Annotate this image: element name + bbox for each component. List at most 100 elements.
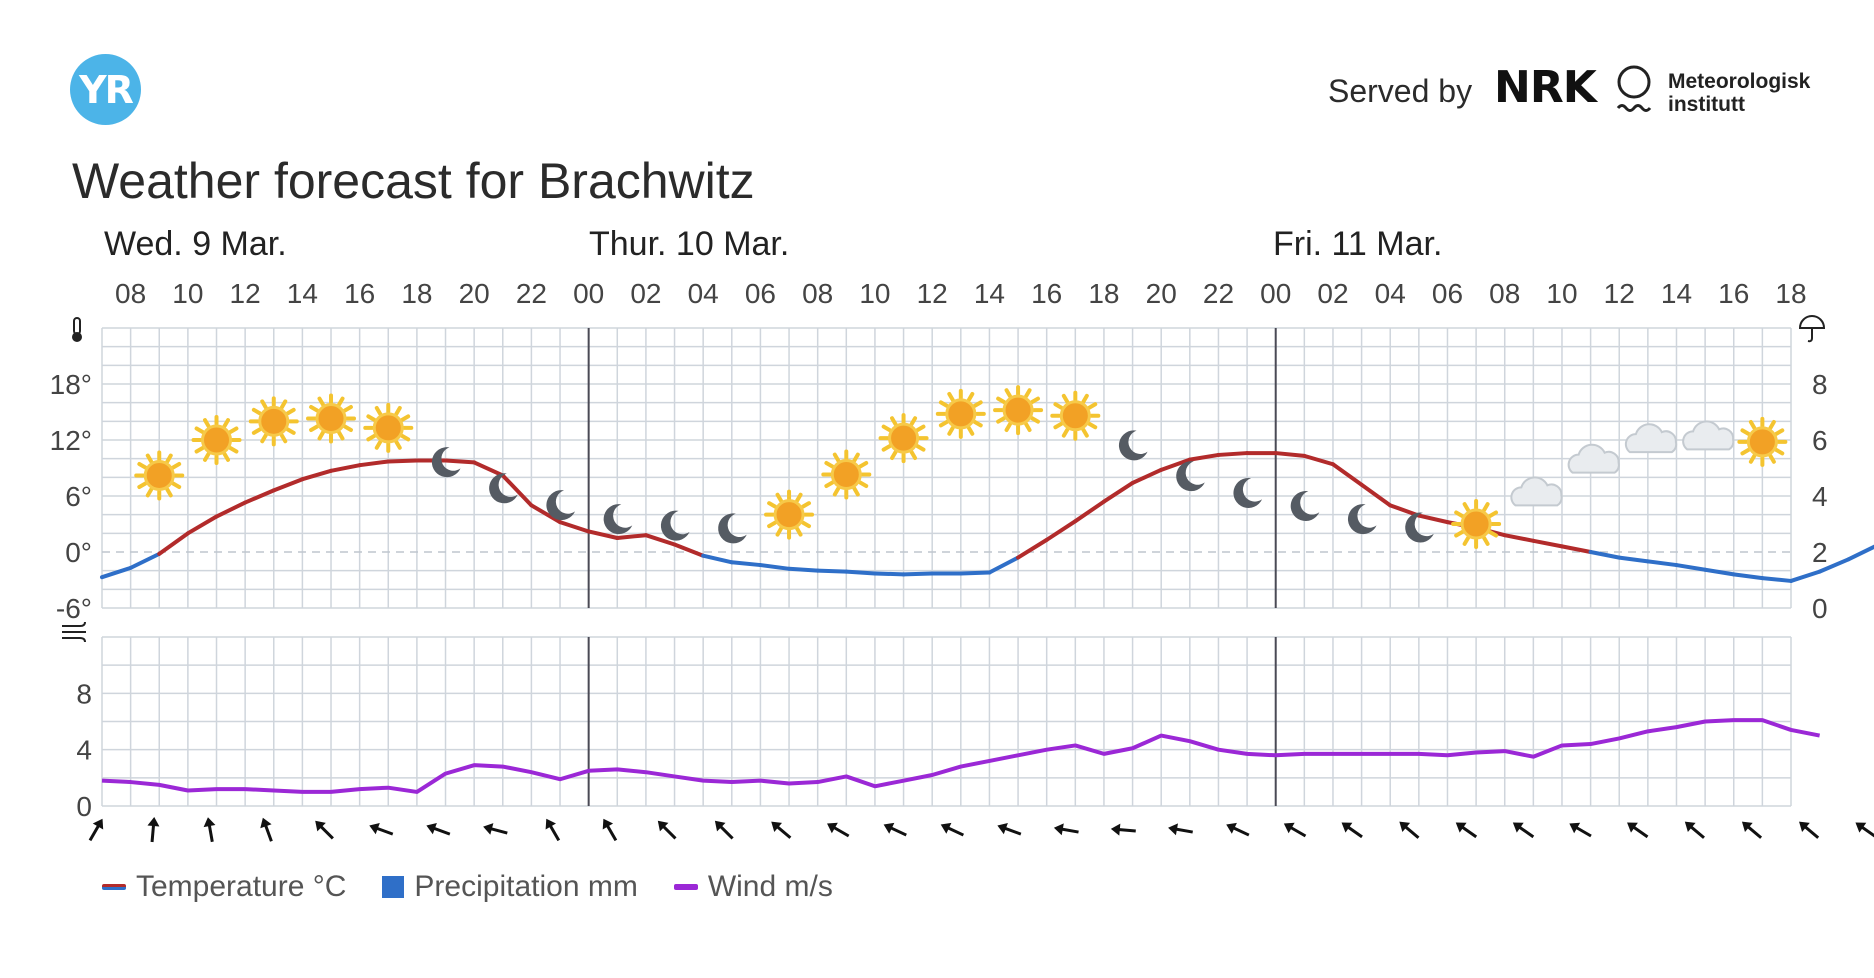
wind-arrow-head-577 — [827, 822, 838, 834]
temperature-segment-215 — [729, 560, 763, 568]
temperature-segment-228 — [1101, 480, 1135, 504]
sun-ray-447 — [1482, 535, 1490, 546]
partly-cloudy-icon-474 — [1567, 443, 1620, 474]
sun-ray-275 — [145, 453, 154, 464]
moon-icon-436 — [1233, 477, 1263, 508]
sun-ray-420 — [1087, 421, 1098, 430]
temperature-segment-245 — [1588, 550, 1622, 560]
yr-logo[interactable]: YR — [70, 54, 141, 125]
sun-ray-296 — [285, 427, 296, 435]
temperature-segment-202 — [357, 459, 391, 468]
partly-cloudy-icon-458 — [1510, 476, 1563, 507]
wind-arrow-head-625 — [1741, 821, 1753, 833]
sun-ray-371 — [832, 452, 841, 463]
sun-ray-278 — [171, 461, 182, 470]
wind-arrow-icon-536 — [88, 818, 104, 842]
wind-arrow-icon-572 — [771, 821, 792, 839]
wind-arrow-icon-563 — [602, 818, 618, 842]
umbrella-canopy — [1798, 315, 1826, 329]
temperature-segment-231 — [1187, 452, 1221, 462]
hour-tick-label-156: 20 — [459, 278, 490, 309]
sun-disc-307 — [258, 405, 290, 437]
sun-ray-456 — [1487, 510, 1499, 518]
sun-disc-335 — [372, 412, 404, 444]
nrk-logo[interactable]: NRK — [1494, 62, 1597, 113]
temperature-segment-235 — [1302, 453, 1335, 467]
wind-arrow-head-589 — [1053, 823, 1064, 836]
precipitation-swatch — [382, 876, 405, 898]
sun-ray-367 — [832, 486, 841, 497]
temperature-segment-219 — [844, 569, 877, 576]
hour-tick-label-179: 18 — [1775, 278, 1806, 309]
wind-arrow-icon-569 — [714, 820, 734, 840]
sun-icon-418 — [1050, 390, 1101, 441]
sun-ray-379 — [909, 449, 918, 461]
temperature-segment-237 — [1359, 482, 1393, 508]
partly-cloudy-icon-490 — [1624, 423, 1678, 454]
wind-arrow-head-541 — [147, 817, 160, 827]
sun-disc-417 — [1002, 394, 1034, 426]
temperature-segment-250 — [1731, 572, 1765, 581]
wind-arrow-icon-584 — [997, 822, 1022, 836]
temperature-segment-196 — [185, 514, 219, 536]
hour-tick-label-172: 04 — [1375, 278, 1406, 309]
hour-tick-label-157: 22 — [516, 278, 547, 309]
wind-arrow-head-574 — [771, 821, 782, 833]
wind-arrow-icon-587 — [1053, 823, 1079, 836]
temperature-segment-247 — [1645, 559, 1679, 568]
sun-icon-404 — [993, 385, 1044, 436]
legend-wind[interactable]: Wind m/s — [673, 870, 833, 904]
sun-ray-527 — [1748, 453, 1757, 464]
wind-arrow-head-580 — [883, 822, 895, 834]
sun-ray-399 — [947, 391, 955, 403]
sun-ray-357 — [775, 492, 784, 503]
met-institute-logo-text[interactable]: Meteorologisk institutt — [1668, 70, 1811, 116]
temperature-segment-229 — [1130, 467, 1164, 485]
temperature-segment-197 — [214, 500, 248, 519]
wind-arrow-icon-539 — [147, 817, 160, 843]
wind-arrow-icon-545 — [260, 817, 273, 842]
wind-arrow-head-571 — [714, 820, 726, 832]
precip-axis-label-189: 0 — [1812, 593, 1828, 624]
wind-arrow-icon-542 — [203, 817, 216, 843]
sun-ray-283 — [222, 451, 231, 462]
wind-arrow-icon-557 — [483, 823, 508, 835]
sun-ray-354 — [767, 520, 778, 529]
precip-axis-label-185: 8 — [1812, 369, 1828, 400]
sun-ray-528 — [1740, 447, 1751, 456]
hour-tick-label-175: 10 — [1546, 278, 1577, 309]
sun-ray-455 — [1482, 502, 1490, 513]
hour-tick-label-171: 02 — [1317, 278, 1348, 309]
temperature-segment-232 — [1216, 451, 1250, 457]
sun-disc-403 — [945, 398, 977, 430]
temperature-segment-220 — [872, 571, 906, 577]
temp-axis-label-184: -6° — [56, 593, 92, 624]
sun-ray-446 — [1487, 530, 1499, 538]
temperature-segment-227 — [1073, 499, 1106, 524]
temperature-segment-212 — [643, 533, 677, 547]
wind-arrow-icon-617 — [1627, 822, 1649, 839]
sun-ray-360 — [800, 501, 811, 509]
wind-arrow-head-610 — [1455, 822, 1467, 833]
temperature-segment-230 — [1159, 457, 1192, 472]
wind-icon — [62, 621, 86, 643]
sun-ray-353 — [775, 526, 784, 537]
legend-precipitation[interactable]: Precipitation mm — [382, 870, 638, 904]
sun-ray-525 — [1768, 453, 1776, 464]
cloud-shape-521 — [1682, 420, 1735, 451]
legend-temperature[interactable]: Temperature °C — [102, 870, 346, 904]
legend-precipitation-label: Precipitation mm — [414, 870, 638, 903]
temp-axis-label-180: 18° — [50, 369, 92, 400]
wind-arrow-head-568 — [657, 820, 669, 832]
wind-arrow-head-598 — [1226, 822, 1237, 834]
sun-ray-359 — [795, 492, 803, 503]
sun-ray-274 — [137, 461, 148, 470]
temperature-segment-200 — [300, 468, 334, 482]
sun-ray-378 — [915, 444, 926, 452]
cloud-shape-473 — [1510, 476, 1563, 507]
sun-ray-427 — [1061, 393, 1070, 404]
sun-ray-364 — [858, 480, 869, 489]
moon-shape-437 — [1233, 477, 1263, 508]
sun-ray-430 — [1087, 402, 1098, 410]
sun-ray-327 — [374, 439, 383, 450]
